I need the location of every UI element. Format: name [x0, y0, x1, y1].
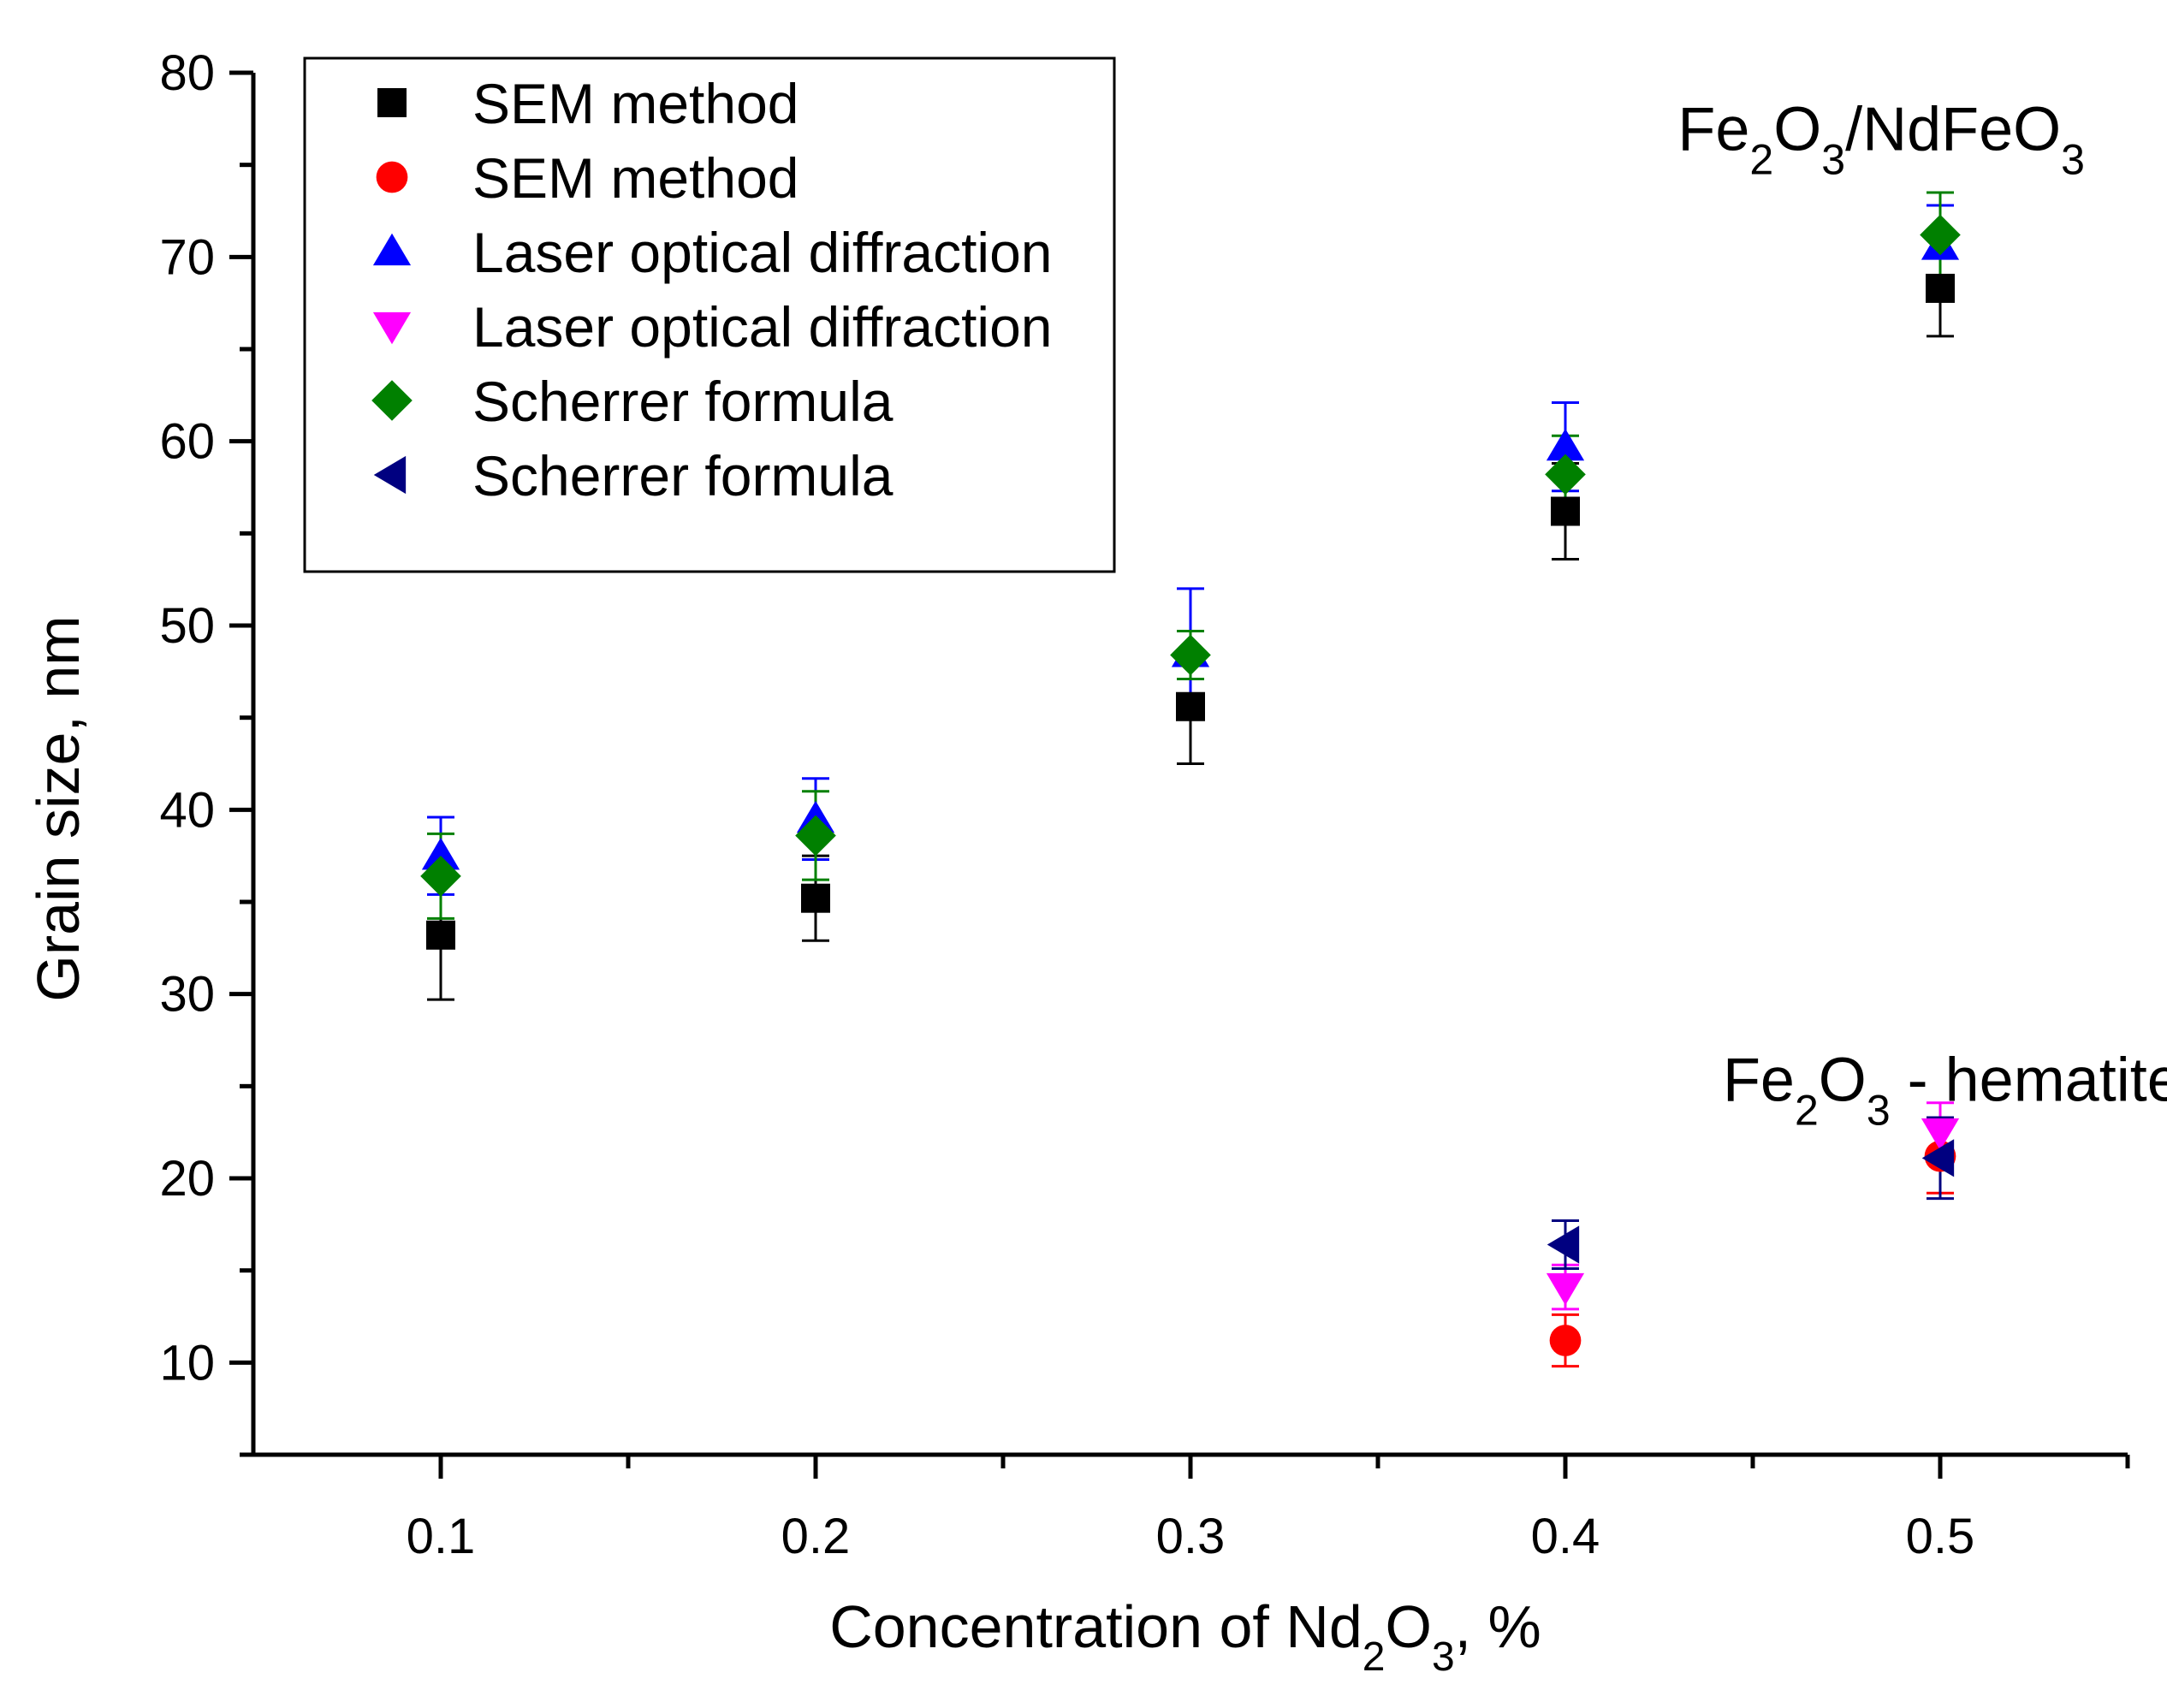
legend-marker-triangle-left: [373, 455, 407, 495]
annotation-text: Fe: [1723, 1047, 1795, 1115]
y-tick-label: 60: [159, 414, 215, 470]
legend-marker-diamond: [371, 380, 413, 421]
data-point-diamond: [420, 856, 461, 897]
annotation-subscript: 2: [1749, 135, 1773, 183]
data-point-triangle-left: [1921, 1139, 1955, 1177]
data-point-circle: [1549, 1325, 1582, 1356]
legend-marker-triangle-down: [372, 311, 412, 345]
data-point-square: [801, 883, 830, 913]
annotation-subscript: 3: [2061, 135, 2085, 183]
annotation-subscript: 3: [1821, 135, 1845, 183]
data-point-square: [1176, 691, 1205, 721]
legend-marker-square: [377, 88, 407, 117]
data-point-square: [1551, 496, 1580, 526]
y-tick-label: 30: [159, 967, 215, 1023]
x-axis-title-part: Concentration of Nd: [829, 1593, 1363, 1660]
legend-marker-triangle-up: [372, 233, 412, 266]
data-point-triangle-down: [1546, 1272, 1585, 1306]
x-axis-title-sub: 3: [1432, 1634, 1455, 1680]
y-tick-label: 80: [159, 45, 215, 101]
legend-label: Scherrer formula: [472, 444, 894, 507]
annotation-label: Fe2O3/NdFeO3: [1677, 95, 2085, 183]
data-point-square: [426, 920, 455, 950]
annotation-text: /NdFeO: [1845, 95, 2061, 163]
legend-label: Scherrer formula: [472, 370, 894, 433]
data-point-diamond: [1545, 454, 1586, 495]
data-point-diamond: [1170, 634, 1211, 676]
x-axis-title-part: , %: [1455, 1593, 1541, 1660]
data-point-diamond: [1920, 214, 1961, 256]
x-axis-title: Concentration of Nd2O3, %: [829, 1593, 1541, 1680]
data-point-diamond: [795, 815, 836, 857]
x-tick-label: 0.1: [407, 1509, 476, 1564]
data-point-square: [1926, 273, 1955, 303]
annotation-text: Fe: [1677, 95, 1749, 163]
data-point-triangle-left: [1547, 1225, 1580, 1264]
axes: 10 20 30 40 50 60 70 80 0.1 0.2 0.3 0.4 0.5: [159, 45, 2130, 1564]
legend-marker-circle: [376, 161, 408, 193]
y-tick-label: 70: [159, 229, 215, 285]
annotation-text: O: [1773, 95, 1821, 163]
legend-label: Laser optical diffraction: [472, 295, 1053, 359]
y-tick-label: 10: [159, 1335, 215, 1391]
x-axis-title-part: O: [1386, 1593, 1432, 1660]
legend: SEM method SEM method Laser optical diffra…: [303, 56, 1116, 573]
legend-label: Laser optical diffraction: [472, 221, 1053, 284]
legend-label: SEM method: [472, 72, 799, 135]
data-point-triangle-down: [1921, 1118, 1960, 1151]
annotation-label: Fe2O3 - hematite: [1723, 1047, 2167, 1135]
legend-label: SEM method: [472, 146, 799, 210]
y-tick-label: 50: [159, 598, 215, 654]
annotation-subscript: 3: [1867, 1087, 1891, 1135]
x-tick-label: 0.4: [1531, 1509, 1600, 1564]
data-points: [420, 214, 1961, 1356]
legend-box: [303, 56, 1116, 573]
y-tick-label: 20: [159, 1151, 215, 1207]
x-tick-label: 0.5: [1906, 1509, 1975, 1564]
data-point-triangle-up: [421, 837, 460, 870]
data-point-triangle-up: [1546, 428, 1585, 461]
x-axis-title-sub: 2: [1363, 1634, 1386, 1680]
y-axis-title: Grain size, nm: [25, 615, 92, 1001]
x-tick-label: 0.2: [781, 1509, 851, 1564]
annotation-subscript: 2: [1795, 1087, 1819, 1135]
annotation-text: O: [1819, 1047, 1867, 1115]
y-tick-label: 40: [159, 782, 215, 838]
annotation-text: - hematite: [1891, 1047, 2167, 1115]
x-tick-label: 0.3: [1156, 1509, 1226, 1564]
